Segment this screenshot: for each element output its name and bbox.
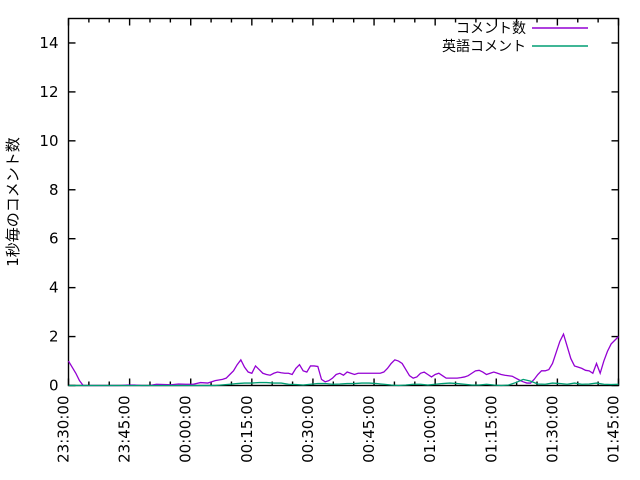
y-tick-label: 14 [39, 34, 58, 52]
legend-label-1: コメント数 [456, 21, 526, 37]
x-tick-label: 00:15:00 [238, 396, 256, 463]
y-tick-label: 10 [39, 132, 58, 150]
y-tick-label: 12 [39, 83, 58, 101]
plot-frame [67, 17, 620, 387]
y-tick-label: 8 [49, 181, 59, 199]
y-tick-label: 2 [49, 328, 59, 346]
x-tick-label: 23:30:00 [55, 396, 73, 463]
x-tick-label: 00:30:00 [299, 396, 317, 463]
legend-label-2: 英語コメント [442, 38, 526, 55]
y-tick-label: 6 [49, 230, 59, 248]
x-tick-label: 00:00:00 [177, 396, 195, 463]
series-line-2 [68, 378, 619, 387]
x-tick-label: 23:45:00 [116, 396, 134, 463]
x-tick-label: 01:45:00 [605, 396, 623, 463]
y-axis-title: 1秒毎のコメント数 [4, 137, 22, 267]
y-axis: 0 2 4 6 8 10 12 14 [39, 34, 619, 395]
x-tick-label: 01:00:00 [421, 396, 439, 463]
y-tick-label: 4 [49, 279, 59, 297]
series-container [67, 332, 619, 387]
x-tick-label: 01:15:00 [482, 396, 500, 463]
x-tick-label: 01:30:00 [543, 396, 561, 463]
series-line-1 [67, 332, 619, 387]
x-axis: 23:30:00 23:45:00 00:00:00 00:15:00 00:30:00… [55, 18, 623, 463]
y-tick-label: 0 [49, 377, 59, 395]
x-tick-label: 00:45:00 [360, 396, 378, 463]
